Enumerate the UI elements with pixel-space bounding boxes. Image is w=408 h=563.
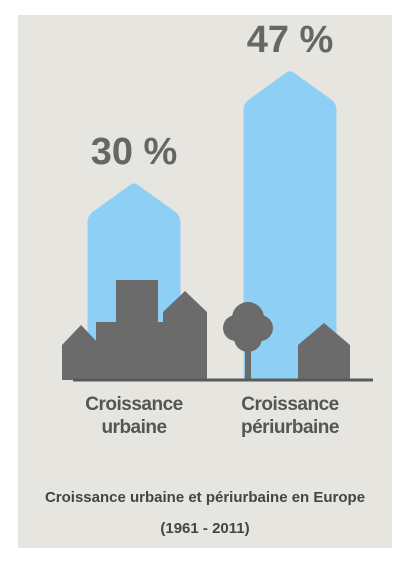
tree-crown [234,324,262,352]
tree-trunk [245,340,251,380]
house [298,323,350,380]
tree-crown [232,302,264,334]
arrow-bar [243,71,337,381]
value-label: 47 % [246,18,334,61]
house [62,325,100,380]
house [163,291,207,380]
tower [116,280,158,380]
buildings [62,280,350,380]
category-label: Croissance urbaine [85,394,183,438]
chart-title: Croissance urbaine et périurbaine en Eur… [44,489,366,537]
value-label: 30 % [90,131,178,173]
category-label: Croissance périurbaine [241,394,339,438]
